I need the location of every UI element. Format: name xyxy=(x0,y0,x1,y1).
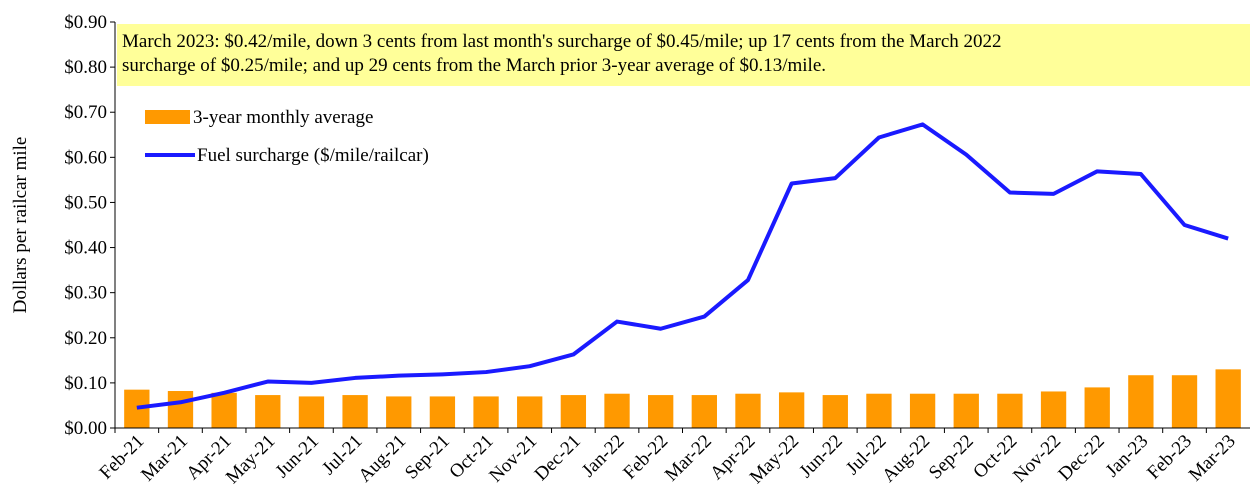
x-tick-label: Mar-22 xyxy=(661,431,716,486)
y-tick-label: $0.00 xyxy=(64,418,107,439)
x-tick-label: Mar-23 xyxy=(1185,431,1240,486)
x-tick-label: Jun-22 xyxy=(795,431,846,482)
y-tick-label: $0.60 xyxy=(64,147,107,168)
bar xyxy=(473,396,499,428)
legend-label: Fuel surcharge ($/mile/railcar) xyxy=(197,145,429,166)
bar xyxy=(909,393,936,428)
x-tick-label: Sep-21 xyxy=(401,431,454,484)
y-tick-label: $0.90 xyxy=(64,12,107,33)
bar xyxy=(124,389,150,428)
y-tick-label: $0.50 xyxy=(64,192,107,213)
x-tick-label: Dec-21 xyxy=(531,431,585,485)
annotation: March 2023: $0.42/mile, down 3 cents fro… xyxy=(122,31,1002,52)
bar xyxy=(648,395,674,428)
x-tick-label: May-21 xyxy=(222,431,279,488)
y-tick-label: $0.40 xyxy=(64,238,107,259)
x-tick-label: Feb-23 xyxy=(1143,431,1196,484)
annotation: surcharge of $0.25/mile; and up 29 cents… xyxy=(122,55,826,76)
bar xyxy=(255,395,281,428)
x-tick-label: Nov-21 xyxy=(485,431,541,487)
x-tick-label: Mar-21 xyxy=(137,431,192,486)
x-tick-label: Aug-22 xyxy=(878,431,934,487)
y-tick-label: $0.20 xyxy=(64,328,107,349)
x-tick-label: Feb-22 xyxy=(619,431,672,484)
bar xyxy=(560,395,587,428)
x-tick-label: Jun-21 xyxy=(272,431,323,482)
bar xyxy=(866,393,892,428)
y-axis-label: Dollars per railcar mile xyxy=(10,137,31,314)
x-tick-label: May-22 xyxy=(746,431,803,488)
bar xyxy=(298,396,325,428)
bar xyxy=(386,396,412,428)
y-tick-label: $0.10 xyxy=(64,373,107,394)
y-tick-label: $0.30 xyxy=(64,283,107,304)
x-tick-label: Jan-23 xyxy=(1102,431,1153,482)
line xyxy=(136,122,1229,410)
x-tick-label: Aug-21 xyxy=(354,431,410,487)
bar xyxy=(1171,375,1198,428)
bar xyxy=(517,396,543,428)
bar xyxy=(604,393,630,428)
x-tick-label: Sep-22 xyxy=(925,431,978,484)
bar xyxy=(691,395,717,428)
bar xyxy=(1084,387,1110,428)
bar xyxy=(735,393,761,428)
legend-label: 3-year monthly average xyxy=(193,107,373,128)
y-tick-label: $0.80 xyxy=(64,57,107,78)
bar xyxy=(953,393,979,428)
bar xyxy=(167,391,194,428)
x-tick-label: Dec-22 xyxy=(1054,431,1108,485)
bar xyxy=(997,393,1023,428)
x-tick-label: Nov-22 xyxy=(1009,431,1065,487)
annotation-box xyxy=(117,24,1250,86)
bar xyxy=(778,392,805,428)
bar xyxy=(1128,375,1154,428)
y-tick-label: $0.70 xyxy=(64,102,107,123)
legend-swatch xyxy=(145,110,190,124)
bar xyxy=(429,396,456,428)
bar xyxy=(342,395,368,428)
bar xyxy=(211,392,237,428)
bar xyxy=(1040,391,1067,428)
x-tick-label: Jan-22 xyxy=(578,431,629,482)
bar xyxy=(1215,369,1241,428)
bar xyxy=(822,395,848,428)
